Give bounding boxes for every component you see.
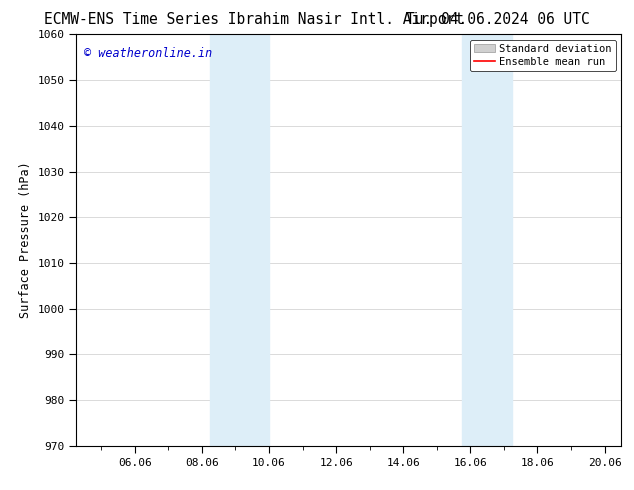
- Bar: [210, 34, 269, 446]
- Text: © weatheronline.in: © weatheronline.in: [84, 47, 212, 60]
- Legend: Standard deviation, Ensemble mean run: Standard deviation, Ensemble mean run: [470, 40, 616, 71]
- Text: Tu. 04.06.2024 06 UTC: Tu. 04.06.2024 06 UTC: [406, 12, 590, 27]
- Bar: [462, 34, 512, 446]
- Text: ECMW-ENS Time Series Ibrahim Nasir Intl. Airport: ECMW-ENS Time Series Ibrahim Nasir Intl.…: [44, 12, 464, 27]
- Y-axis label: Surface Pressure (hPa): Surface Pressure (hPa): [19, 162, 32, 318]
